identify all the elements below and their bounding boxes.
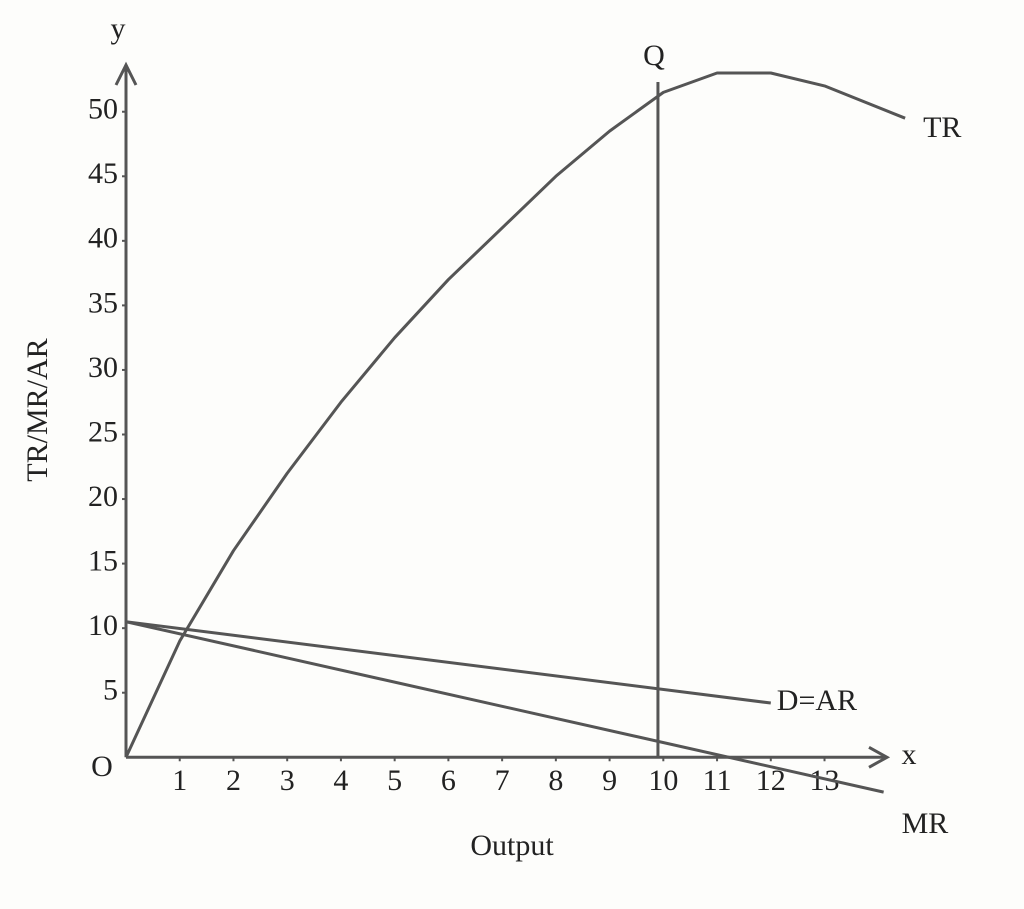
y-tick-label: 5 [103,674,118,707]
y-tick-label: 15 [88,544,118,577]
y-arrow [114,61,138,86]
y-tick-label: 25 [88,415,118,448]
series-line [125,620,771,705]
x-tick-label: 2 [226,764,241,797]
point-label: Q [643,39,665,72]
y-tick-label: 40 [88,222,118,255]
y-tick-label: 35 [88,286,118,319]
x-tick-label: 9 [602,764,617,797]
series-label: D=AR [777,684,857,717]
x-arrow [868,745,891,769]
origin-label: O [91,750,113,783]
series-label: TR [923,111,961,144]
x-tick-label: 4 [333,764,348,797]
y-tick-label: 50 [88,93,118,126]
x-tick-label: 10 [648,764,678,797]
x-tick-label: 8 [548,764,563,797]
x-axis-symbol: x [902,738,917,771]
x-tick-label: 7 [495,764,510,797]
x-tick-label: 6 [441,764,456,797]
series-line [124,71,906,758]
series-line [125,620,884,794]
x-tick-label: 11 [703,764,732,797]
y-tick-label: 20 [88,480,118,513]
y-tick-label: 10 [88,609,118,642]
y-tick-label: 45 [88,157,118,190]
x-axis-label: Output [470,829,554,862]
x-tick-label: 5 [387,764,402,797]
series-label: MR [902,807,949,840]
y-tick-label: 30 [88,351,118,384]
x-tick-label: 3 [280,764,295,797]
y-axis-label: TR/MR/AR [21,338,54,481]
x-tick-label: 1 [172,764,187,797]
y-axis-symbol: y [111,12,126,45]
